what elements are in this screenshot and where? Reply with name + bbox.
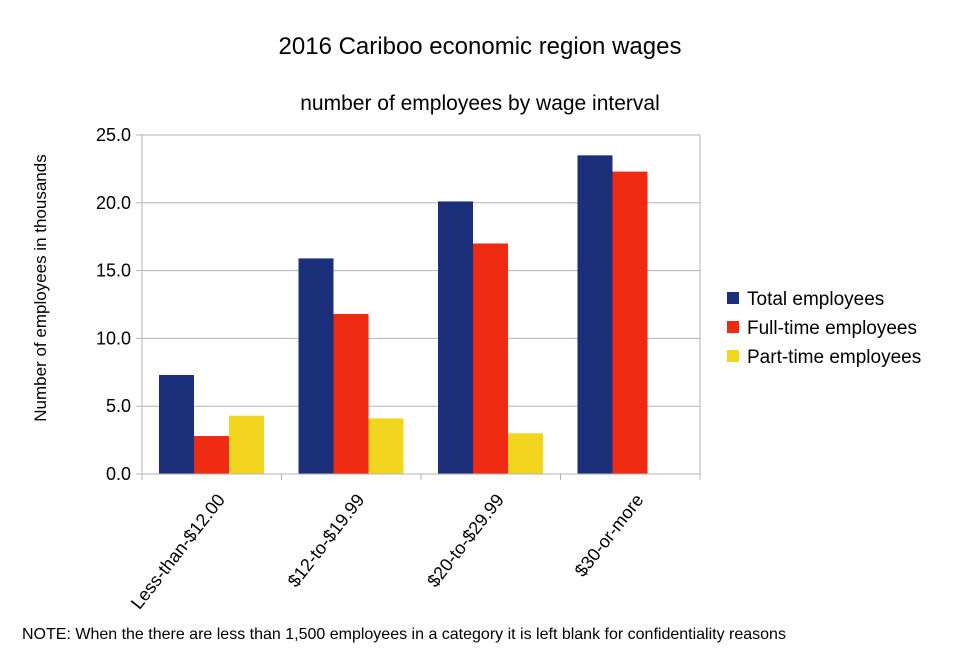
legend-label: Part-time employees <box>747 347 921 368</box>
y-tick-label: 5.0 <box>106 396 131 416</box>
footnote: NOTE: When the there are less than 1,500… <box>22 626 786 643</box>
bar-part-time <box>368 418 404 474</box>
chart-subtitle: number of employees by wage interval <box>300 92 660 115</box>
x-category-label: $12-to-$19.99 <box>284 490 369 591</box>
bar-full-time <box>333 313 369 474</box>
bar-full-time <box>194 436 229 474</box>
bar-total <box>298 258 334 474</box>
legend-swatch <box>727 292 739 304</box>
legend-label: Full-time employees <box>747 318 917 339</box>
bar-total <box>438 201 473 474</box>
y-tick-label: 0.0 <box>106 464 131 484</box>
x-category-label: Less-than-$12.00 <box>127 490 229 613</box>
legend-swatch <box>727 350 739 362</box>
bar-part-time <box>229 415 264 474</box>
bar-full-time <box>473 243 508 474</box>
legend-swatch <box>727 321 739 333</box>
bars <box>159 155 648 474</box>
bar-part-time <box>508 433 543 474</box>
bar-full-time <box>612 171 648 474</box>
x-category-label: $30-or-more <box>571 490 648 580</box>
y-tick-label: 20.0 <box>96 193 131 213</box>
chart-title: 2016 Cariboo economic region wages <box>279 33 682 60</box>
legend-label: Total employees <box>747 289 884 310</box>
bar-total <box>159 375 194 474</box>
bar-total <box>577 155 613 474</box>
y-tick-label: 10.0 <box>96 328 131 348</box>
x-category-label: $20-to-$29.99 <box>423 490 508 591</box>
y-tick-label: 15.0 <box>96 261 131 281</box>
y-axis-label: Number of employees in thousands <box>31 154 50 421</box>
legend: Total employees Full-time employees Part-t… <box>727 289 921 368</box>
y-tick-label: 25.0 <box>96 125 131 145</box>
